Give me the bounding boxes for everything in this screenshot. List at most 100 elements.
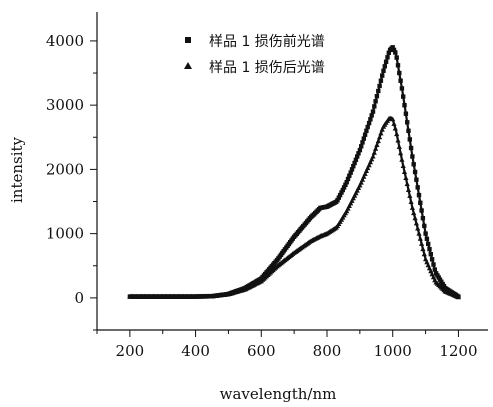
x-tick-label-200: 200 (116, 342, 145, 360)
series-0-point (424, 236, 430, 241)
series-0-point (418, 200, 423, 205)
series-1-point (391, 121, 397, 126)
series-0-point (344, 180, 349, 185)
series-0-point (406, 128, 411, 133)
series-0-point (397, 70, 402, 76)
series-1-point (455, 294, 461, 300)
series-0-point (419, 208, 424, 213)
series-0-point (370, 109, 376, 114)
legend: 样品 1 损伤前光谱 样品 1 损伤后光谱 (184, 33, 325, 76)
y-axis-ticks (90, 40, 97, 331)
series-0-point (382, 64, 387, 69)
series-1-point (369, 156, 375, 162)
series-0-point (414, 177, 419, 182)
y-tick-label-3000: 3000 (46, 96, 84, 114)
series-0-point (373, 99, 378, 104)
y-axis-tick-labels: 0 1000 2000 3000 4000 (46, 32, 84, 307)
series-0-point (402, 103, 407, 108)
series-0-point (357, 147, 363, 153)
series-1-point (400, 163, 406, 168)
y-tick-label-2000: 2000 (46, 160, 84, 178)
series-1-point (405, 187, 412, 192)
series-0-point (335, 198, 340, 203)
series-0-point (380, 73, 385, 78)
series-1-point (392, 125, 398, 131)
series-1-point (415, 225, 421, 231)
series-0-point (359, 144, 364, 149)
series-0-point (365, 124, 370, 130)
series-1-point (349, 198, 355, 203)
series-0-point (426, 241, 431, 247)
series-1-point (354, 187, 360, 193)
series-1-point (352, 192, 358, 198)
series-1-point (359, 176, 366, 182)
series-1-point (345, 205, 351, 211)
series-0-point (428, 252, 433, 257)
series-0-point (403, 111, 409, 116)
series-1-point (395, 137, 401, 143)
series-1-point (416, 230, 422, 236)
series-1-point (401, 169, 408, 174)
series-1-point (390, 116, 396, 122)
series-0-point (405, 120, 410, 125)
series-0-point (416, 192, 422, 198)
series-0-point (398, 78, 403, 83)
series-0-point (352, 160, 357, 166)
legend-marker-triangle (184, 62, 192, 69)
series-0-point (341, 185, 347, 190)
series-1-point (421, 251, 427, 257)
series-0-point (339, 190, 344, 195)
series-0-point (431, 262, 436, 267)
series-0-point (432, 267, 437, 272)
series-1-point (394, 131, 400, 137)
series-1-point (358, 179, 364, 185)
series-1-point (365, 165, 371, 171)
series-0-point (390, 45, 395, 50)
x-tick-label-1200: 1200 (439, 342, 477, 360)
series-0-point (355, 154, 360, 159)
x-tick-label-400: 400 (181, 342, 210, 360)
series-0-point (420, 216, 426, 221)
series-0-point (415, 185, 420, 190)
series-0-point (383, 59, 389, 64)
series-1-point (346, 203, 352, 208)
y-tick-label-1000: 1000 (46, 225, 84, 243)
series-0-point (364, 128, 369, 133)
x-axis-title: wavelength/nm (220, 385, 337, 403)
series-0-point (381, 68, 386, 73)
series-0-point (340, 187, 345, 193)
series-1-point (407, 193, 413, 198)
series-0-point (368, 117, 373, 122)
series-0-point (349, 167, 355, 172)
series-layer (127, 45, 461, 300)
series-0-point (347, 173, 352, 178)
series-0-point (376, 88, 381, 94)
series-1-point (357, 182, 363, 188)
series-0-point (374, 94, 380, 99)
series-1-point (353, 190, 359, 196)
series-0-point (427, 246, 432, 252)
series-0-point (366, 120, 372, 126)
series-0-point (361, 136, 366, 141)
series-1-point (396, 144, 402, 149)
series-1-point (408, 199, 414, 204)
series-1-point (404, 181, 410, 186)
series-1-point (399, 157, 405, 162)
series-0-point (395, 63, 401, 68)
series-1-point (412, 215, 418, 221)
x-axis-ticks (96, 330, 459, 337)
y-tick-label-4000: 4000 (46, 32, 84, 50)
series-1-point (403, 175, 409, 180)
series-0-point (385, 55, 390, 60)
y-axis-title: intensity (8, 136, 26, 203)
series-1-point (362, 171, 368, 176)
series-0-point (429, 257, 435, 262)
series-1 (127, 115, 461, 300)
legend-marker-square (185, 37, 191, 43)
series-1-point (350, 195, 356, 201)
series-0-point (401, 94, 406, 99)
series-1-point (373, 146, 379, 151)
series-0-point (391, 47, 397, 53)
series-1-point (348, 200, 354, 206)
